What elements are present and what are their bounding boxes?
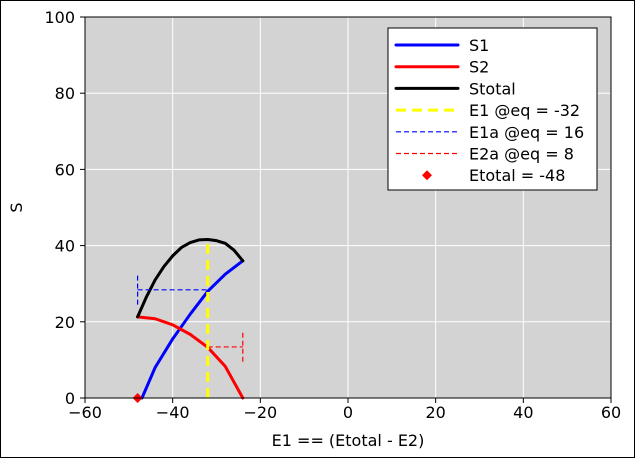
y-tick-label: 100 — [44, 8, 75, 27]
legend: S1 S2 Stotal E1 @eq = -32 E1a @eq = 16 E2a @e… — [387, 27, 598, 191]
y-tick-label: 60 — [55, 160, 75, 179]
series-stotal-line — [136, 238, 245, 319]
x-tick-label: −20 — [243, 403, 277, 422]
y-tick-label: 40 — [55, 237, 75, 256]
y-tick-label: 0 — [65, 389, 75, 408]
legend-etotal-48-marker — [422, 170, 432, 181]
series-s1-line — [140, 259, 245, 400]
legend-e1a-eq-16-label: E1a @eq = 16 — [469, 123, 584, 142]
x-axis-label: E1 == (Etotal - E2) — [272, 431, 425, 450]
legend-e2a-eq-8-label: E2a @eq = 8 — [469, 145, 574, 164]
x-tick-label: 20 — [425, 403, 445, 422]
legend-e1-eq-32-label: E1 @eq = -32 — [469, 101, 580, 120]
legend-stotal-label: Stotal — [469, 79, 516, 98]
y-tick-label: 20 — [55, 313, 75, 332]
legend-etotal-48-label: Etotal = -48 — [469, 166, 565, 185]
y-tick-label: 80 — [55, 84, 75, 103]
x-tick-label: 40 — [513, 403, 533, 422]
y-axis-label: S — [7, 202, 26, 212]
legend-s2-label: S2 — [469, 58, 489, 77]
x-tick-label: −40 — [156, 403, 190, 422]
x-tick-label: 60 — [601, 403, 621, 422]
series-s2-line — [136, 315, 245, 400]
legend-s1-label: S1 — [469, 36, 489, 55]
x-tick-label: 0 — [343, 403, 353, 422]
legend-box — [387, 27, 598, 191]
axis-ticks: −60 −40 −20 0 20 40 60 0 20 40 60 80 100 — [44, 8, 621, 422]
x-tick-label: −60 — [68, 403, 102, 422]
